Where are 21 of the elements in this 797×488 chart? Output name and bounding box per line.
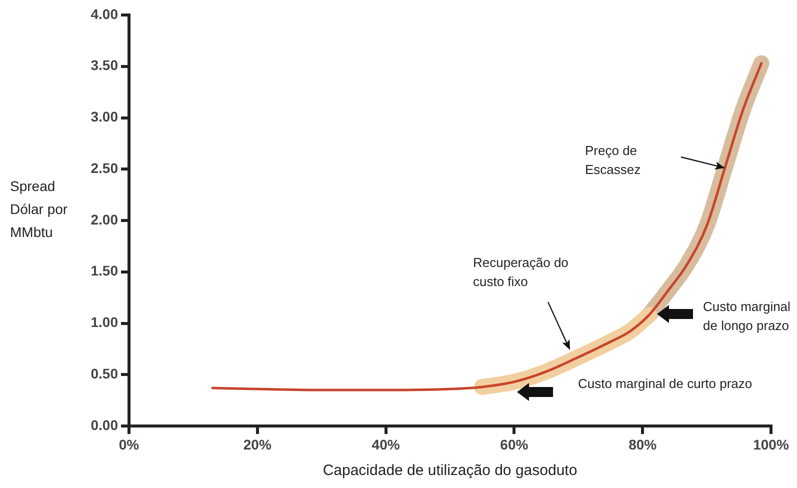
x-tick-label: 60% xyxy=(500,436,529,452)
y-tick-label: 1.50 xyxy=(90,262,118,279)
x-tick-label: 0% xyxy=(118,436,140,452)
y-tick-label: 3.50 xyxy=(90,57,118,74)
y-tick-label: 1.00 xyxy=(90,314,118,330)
y-axis-title: Spread Dólar por MMbtu xyxy=(10,177,69,242)
x-tick-label: 20% xyxy=(243,436,272,452)
y-tick-label: 0.50 xyxy=(90,365,118,382)
x-tick-label: 100% xyxy=(753,436,790,452)
annotation: Recuperação do custo fixo xyxy=(473,254,570,291)
annotation: Custo marginal de longo prazo xyxy=(703,298,792,335)
y-tick-label: 2.00 xyxy=(90,211,118,228)
x-tick-label: 80% xyxy=(628,436,658,452)
annotation: Preço de Escassez xyxy=(585,142,642,179)
y-tick-label: 4.00 xyxy=(90,6,118,22)
y-tick-label: 2.50 xyxy=(90,160,118,176)
x-axis-title: Capacidade de utilização do gasoduto xyxy=(322,462,578,479)
x-tick-label: 40% xyxy=(372,436,400,452)
y-tick-label: 0.00 xyxy=(90,416,118,433)
y-tick-label: 3.00 xyxy=(90,108,118,125)
annotation: Custo marginal de curto prazo xyxy=(578,375,754,393)
